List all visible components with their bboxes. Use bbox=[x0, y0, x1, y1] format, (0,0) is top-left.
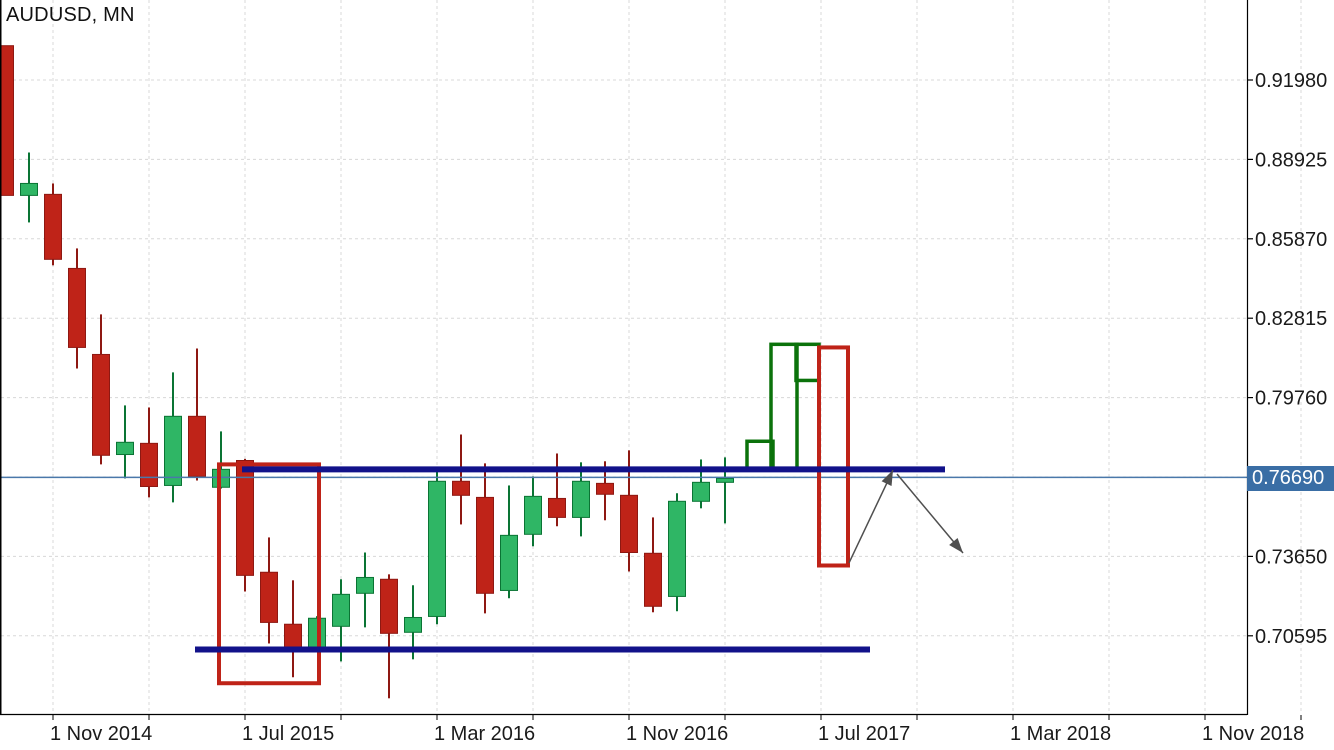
candle-body-bear bbox=[44, 193, 62, 260]
candle-body-bear bbox=[380, 578, 398, 634]
projection-red-box[interactable] bbox=[817, 345, 850, 568]
candle-body-bull bbox=[332, 593, 350, 627]
candle-body-bull bbox=[716, 477, 734, 483]
up-trend-arrow[interactable] bbox=[848, 469, 894, 564]
candle-body-bear bbox=[476, 496, 494, 594]
candle-body-bull bbox=[116, 441, 134, 456]
down-trend-arrow[interactable] bbox=[896, 473, 964, 554]
candle-body-bear bbox=[260, 571, 278, 623]
breakdown-red-box[interactable] bbox=[217, 462, 321, 686]
candle-body-bear bbox=[452, 480, 470, 496]
y-axis-label: 0.82815 bbox=[1255, 308, 1327, 330]
x-axis-label: 1 Nov 2014 bbox=[50, 723, 152, 745]
candle-body-bull bbox=[692, 481, 710, 502]
candle-body-bull bbox=[164, 415, 182, 486]
candle-body-bear bbox=[188, 415, 206, 477]
candle-body-bear bbox=[644, 552, 662, 607]
projection-green-box-1[interactable] bbox=[745, 439, 775, 472]
candle-body-bull bbox=[668, 500, 686, 597]
candle-body-bull bbox=[428, 480, 446, 617]
candle-body-bull bbox=[404, 616, 422, 633]
candle-body-bear bbox=[236, 459, 254, 576]
current-price-badge: 0.76690 bbox=[1247, 466, 1334, 491]
x-axis-label: 1 Mar 2016 bbox=[434, 723, 535, 745]
x-axis-label: 1 Nov 2016 bbox=[626, 723, 728, 745]
projection-green-box-2[interactable] bbox=[769, 342, 799, 472]
candle-body-bear bbox=[596, 482, 614, 495]
y-axis-label: 0.88925 bbox=[1255, 149, 1327, 171]
candle-body-bear bbox=[92, 353, 110, 456]
y-axis-label: 0.70595 bbox=[1255, 626, 1327, 648]
x-axis-label: 1 Jul 2015 bbox=[242, 723, 334, 745]
y-axis-label: 0.85870 bbox=[1255, 229, 1327, 251]
x-axis-label: 1 Mar 2018 bbox=[1010, 723, 1111, 745]
x-axis-label: 1 Jul 2017 bbox=[818, 723, 910, 745]
y-axis-label: 0.91980 bbox=[1255, 70, 1327, 92]
arrowhead-icon bbox=[949, 537, 963, 554]
candle-body-bull bbox=[20, 182, 38, 196]
symbol-title: AUDUSD, MN bbox=[6, 4, 135, 26]
candle-body-bear bbox=[284, 623, 302, 649]
candle-body-bear bbox=[548, 497, 566, 518]
candle-body-bull bbox=[356, 576, 374, 594]
candle-body-bull bbox=[572, 480, 590, 518]
candle-body-bear bbox=[620, 494, 638, 554]
x-axis-label: 1 Nov 2018 bbox=[1202, 723, 1304, 745]
candle-body-bull bbox=[500, 534, 518, 591]
arrowhead-icon bbox=[881, 470, 893, 487]
y-axis-label: 0.79760 bbox=[1255, 388, 1327, 410]
candle-body-bear bbox=[140, 442, 158, 487]
candle-body-bull bbox=[524, 495, 542, 535]
y-axis-label: 0.73650 bbox=[1255, 546, 1327, 568]
candle-body-bear bbox=[68, 267, 86, 348]
candle-body-bear bbox=[0, 45, 14, 196]
projection-green-box-3[interactable] bbox=[794, 342, 821, 383]
